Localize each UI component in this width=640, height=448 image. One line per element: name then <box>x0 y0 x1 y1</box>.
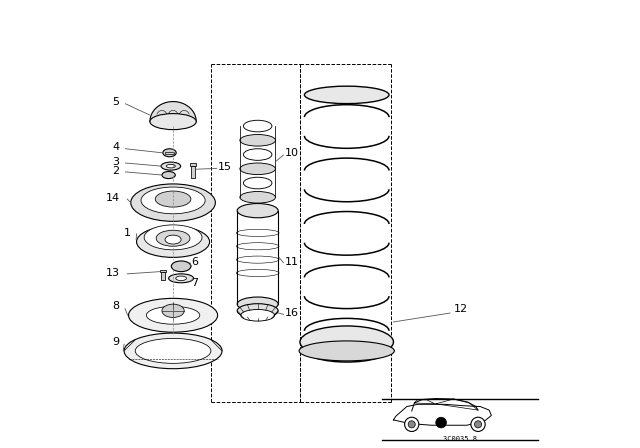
Ellipse shape <box>240 163 275 175</box>
Text: 10: 10 <box>284 148 298 158</box>
Ellipse shape <box>135 338 211 363</box>
FancyBboxPatch shape <box>191 164 196 166</box>
Text: 13: 13 <box>106 267 120 277</box>
Ellipse shape <box>162 172 175 179</box>
Text: 3: 3 <box>113 157 120 167</box>
Ellipse shape <box>241 310 275 321</box>
Text: 8: 8 <box>113 302 120 311</box>
Ellipse shape <box>162 304 184 318</box>
FancyBboxPatch shape <box>165 152 174 154</box>
FancyBboxPatch shape <box>160 270 166 272</box>
Ellipse shape <box>166 164 175 168</box>
Text: 11: 11 <box>284 257 298 267</box>
Ellipse shape <box>240 134 275 146</box>
Text: 4: 4 <box>113 142 120 152</box>
Ellipse shape <box>156 191 191 207</box>
Text: 16: 16 <box>284 308 298 318</box>
Ellipse shape <box>136 226 209 258</box>
Circle shape <box>471 417 485 431</box>
Text: 3C0035 8: 3C0035 8 <box>444 436 477 442</box>
Text: 1: 1 <box>124 228 131 238</box>
Ellipse shape <box>243 120 272 132</box>
Circle shape <box>408 421 415 428</box>
Ellipse shape <box>163 149 176 157</box>
Ellipse shape <box>124 333 222 369</box>
Text: 12: 12 <box>454 304 468 314</box>
FancyBboxPatch shape <box>191 166 195 178</box>
Ellipse shape <box>300 326 394 358</box>
Ellipse shape <box>240 191 275 203</box>
Ellipse shape <box>305 86 389 103</box>
Ellipse shape <box>172 261 191 271</box>
Circle shape <box>436 417 447 428</box>
Circle shape <box>474 421 482 428</box>
Ellipse shape <box>165 235 181 244</box>
Ellipse shape <box>131 184 216 221</box>
Text: 15: 15 <box>218 162 232 172</box>
Ellipse shape <box>168 274 193 283</box>
Ellipse shape <box>156 230 190 246</box>
FancyBboxPatch shape <box>161 271 165 280</box>
Ellipse shape <box>150 114 196 129</box>
Ellipse shape <box>129 298 218 332</box>
Ellipse shape <box>161 162 180 170</box>
Ellipse shape <box>141 187 205 214</box>
Ellipse shape <box>237 297 278 311</box>
Ellipse shape <box>243 149 272 160</box>
Text: 6: 6 <box>191 257 198 267</box>
Circle shape <box>404 417 419 431</box>
Text: 9: 9 <box>113 337 120 347</box>
Ellipse shape <box>147 306 200 324</box>
Ellipse shape <box>299 341 394 361</box>
Ellipse shape <box>237 203 278 218</box>
Text: 5: 5 <box>113 97 120 107</box>
Ellipse shape <box>176 276 186 280</box>
Polygon shape <box>150 102 196 121</box>
Text: 2: 2 <box>113 166 120 176</box>
Ellipse shape <box>243 177 272 189</box>
Ellipse shape <box>237 304 278 318</box>
Text: 7: 7 <box>191 278 198 288</box>
Text: 14: 14 <box>106 193 120 203</box>
Ellipse shape <box>144 225 202 250</box>
